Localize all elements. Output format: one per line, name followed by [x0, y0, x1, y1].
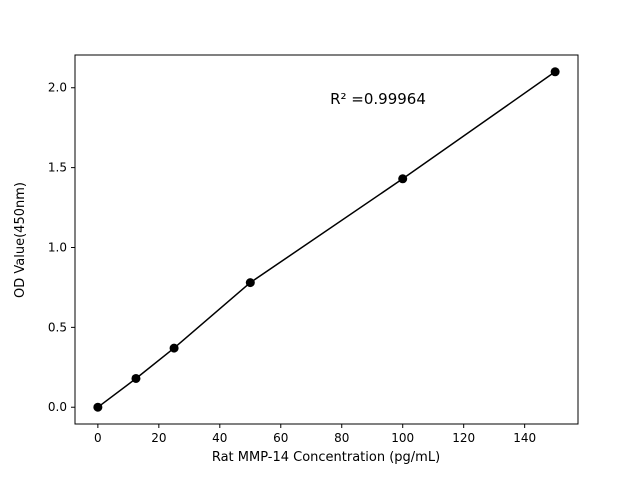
x-tick-label: 0	[94, 431, 102, 445]
x-tick-label: 120	[452, 431, 475, 445]
data-point	[131, 373, 141, 383]
x-tick-label: 40	[212, 431, 227, 445]
x-tick-label: 60	[273, 431, 288, 445]
x-tick-label: 140	[513, 431, 536, 445]
x-tick-label: 80	[334, 431, 349, 445]
y-axis-label: OD Value(450nm)	[13, 182, 28, 298]
fit-line	[97, 71, 556, 408]
y-tick-label: 1.5	[48, 161, 67, 175]
axes-frame	[74, 54, 579, 425]
data-point	[93, 402, 103, 412]
y-tick-label: 0.5	[48, 320, 67, 334]
r-squared-annotation: R² =0.99964	[330, 90, 426, 108]
y-tick-label: 1.0	[48, 240, 67, 254]
data-point	[398, 174, 408, 184]
data-point	[245, 278, 255, 288]
plot-dynamic-layer: 0 20 40 60 80 100 120 140 0.0 0.5 1.0 1.5 2.0	[48, 54, 579, 445]
y-tick-label: 2.0	[48, 81, 67, 95]
y-tick-label: 0.0	[48, 400, 67, 414]
x-tick-label: 20	[151, 431, 166, 445]
data-point	[169, 343, 179, 353]
x-axis-label: Rat MMP-14 Concentration (pg/mL)	[212, 450, 440, 465]
data-point	[550, 67, 560, 77]
x-tick-label: 100	[391, 431, 414, 445]
